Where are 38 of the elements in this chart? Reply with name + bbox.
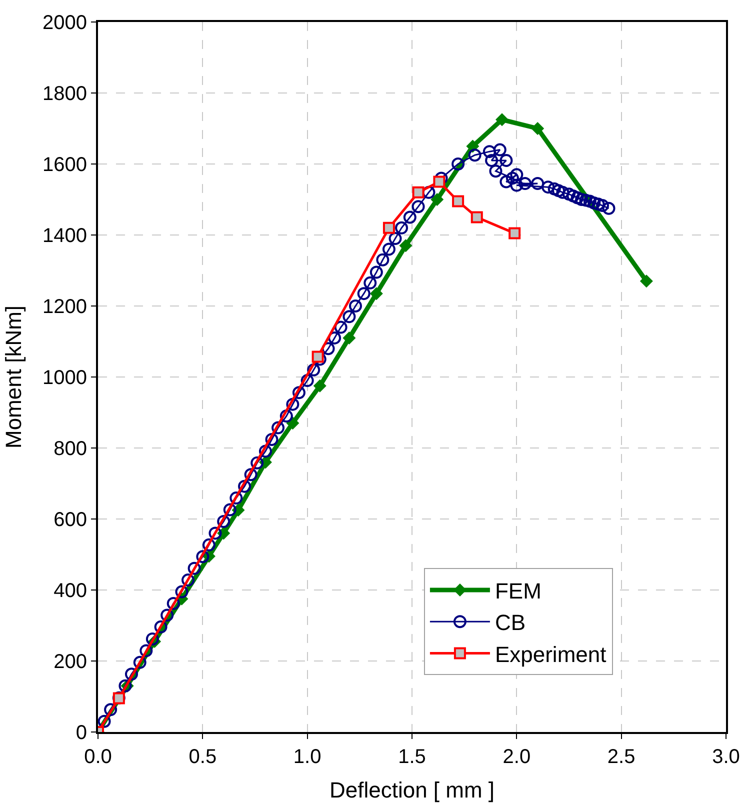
x-axis-title: Deflection [ mm ] <box>329 777 495 802</box>
y-tick-label: 200 <box>54 651 87 673</box>
y-tick-label: 2000 <box>42 12 87 34</box>
y-tick-label: 800 <box>54 438 87 460</box>
point <box>640 274 653 288</box>
x-tick-label: 0.0 <box>84 746 112 768</box>
y-tick-label: 1800 <box>42 83 87 105</box>
point <box>430 193 444 206</box>
y-tick-label: 1400 <box>42 225 87 247</box>
x-tick-label: 1.5 <box>398 746 426 768</box>
y-tick-label: 400 <box>54 580 87 602</box>
y-tick-label: 0 <box>76 722 87 744</box>
x-tick-label: 2.0 <box>502 746 531 768</box>
legend-label: FEM <box>494 578 542 604</box>
point <box>531 122 544 135</box>
point <box>412 186 424 198</box>
point <box>508 227 521 240</box>
point <box>370 287 383 300</box>
legend-label: Experiment <box>494 642 606 667</box>
point <box>313 379 326 392</box>
point <box>312 350 324 363</box>
point <box>382 222 395 234</box>
point <box>433 176 446 188</box>
point <box>470 211 483 224</box>
y-tick-label: 1600 <box>42 154 87 176</box>
point <box>342 331 356 344</box>
y-tick-label: 600 <box>54 509 87 531</box>
point <box>399 239 412 252</box>
x-tick-label: 0.5 <box>188 746 217 768</box>
y-tick-label: 1200 <box>42 296 87 318</box>
point <box>496 113 509 126</box>
legend-label: CB <box>494 610 526 636</box>
x-tick-label: 2.5 <box>607 746 636 768</box>
y-tick-label: 1000 <box>42 367 87 389</box>
x-tick-label: 1.0 <box>293 746 322 768</box>
x-tick-label: 3.0 <box>712 746 740 768</box>
point <box>452 195 464 208</box>
y-axis-title: Moment [kNm] <box>0 305 26 449</box>
